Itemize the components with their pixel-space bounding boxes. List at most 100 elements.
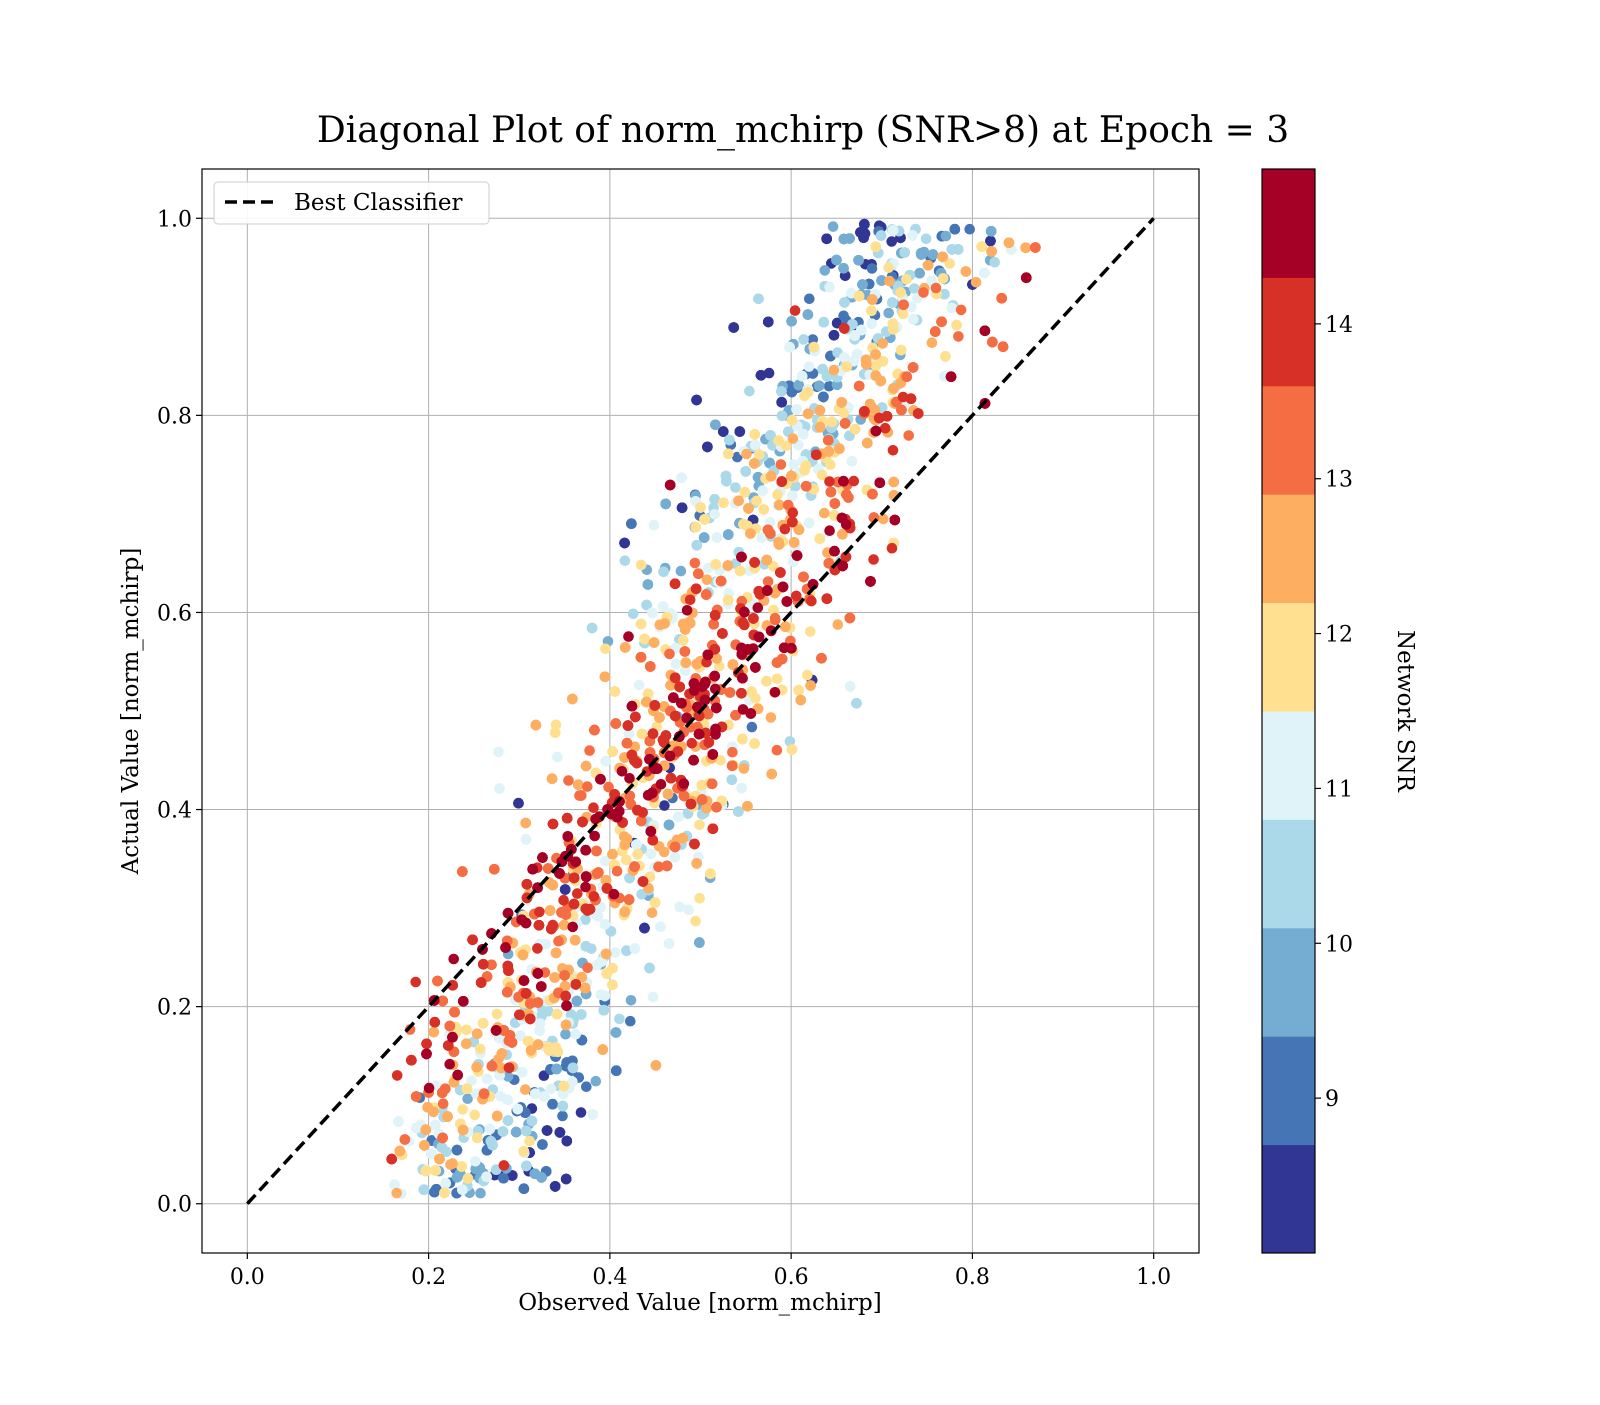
scatter-point bbox=[831, 379, 843, 391]
scatter-point bbox=[707, 749, 719, 760]
scatter-point bbox=[572, 888, 583, 899]
scatter-point bbox=[584, 745, 595, 756]
scatter-point bbox=[576, 971, 588, 983]
scatter-point bbox=[814, 421, 826, 433]
y-tick-label-3: 0.6 bbox=[157, 601, 192, 626]
scatter-point bbox=[775, 567, 786, 578]
scatter-point bbox=[449, 1006, 460, 1018]
scatter-point bbox=[870, 425, 882, 437]
scatter-point bbox=[674, 681, 685, 693]
scatter-point bbox=[527, 863, 538, 875]
scatter-point bbox=[780, 440, 792, 452]
scatter-point bbox=[761, 554, 773, 566]
chart-title: Diagonal Plot of norm_mchirp (SNR>8) at … bbox=[317, 110, 1289, 151]
scatter-point bbox=[987, 336, 998, 348]
scatter-point bbox=[831, 254, 842, 266]
scatter-point bbox=[619, 555, 631, 566]
scatter-point bbox=[897, 308, 909, 320]
scatter-point bbox=[752, 602, 764, 613]
scatter-point bbox=[799, 390, 810, 402]
x-tick-label-2: 0.4 bbox=[592, 1265, 627, 1290]
scatter-point bbox=[678, 778, 690, 789]
scatter-point bbox=[886, 542, 898, 554]
scatter-point bbox=[498, 1172, 509, 1184]
scatter-point bbox=[677, 832, 689, 844]
scatter-point bbox=[798, 428, 809, 440]
x-tick-label-3: 0.6 bbox=[774, 1265, 809, 1290]
scatter-point bbox=[437, 1132, 448, 1144]
scatter-point bbox=[492, 1110, 503, 1122]
scatter-point bbox=[558, 894, 569, 906]
scatter-point bbox=[567, 921, 578, 933]
scatter-point bbox=[575, 1107, 587, 1118]
scatter-point bbox=[844, 681, 856, 692]
scatter-point bbox=[1020, 242, 1031, 254]
scatter-point bbox=[419, 1140, 430, 1151]
scatter-point bbox=[955, 304, 967, 316]
scatter-point bbox=[664, 479, 676, 491]
scatter-point bbox=[869, 404, 880, 416]
scatter-point bbox=[421, 1048, 432, 1060]
scatter-point bbox=[582, 781, 593, 792]
scatter-point bbox=[766, 768, 777, 780]
scatter-point bbox=[771, 673, 783, 685]
scatter-point bbox=[580, 844, 591, 856]
scatter-point bbox=[717, 628, 728, 639]
scatter-point bbox=[711, 532, 723, 543]
scatter-point bbox=[544, 1045, 555, 1056]
scatter-point bbox=[691, 858, 702, 869]
scatter-point bbox=[474, 1043, 486, 1055]
scatter-point bbox=[843, 492, 854, 503]
scatter-point bbox=[895, 287, 906, 298]
scatter-point bbox=[960, 266, 972, 277]
scatter-point bbox=[562, 831, 574, 842]
scatter-point bbox=[996, 293, 1007, 304]
scatter-point bbox=[749, 738, 760, 749]
scatter-point bbox=[571, 995, 583, 1007]
scatter-point bbox=[560, 909, 572, 921]
scatter-point bbox=[856, 324, 867, 336]
scatter-point bbox=[420, 1124, 432, 1135]
scatter-point bbox=[524, 1135, 535, 1147]
scatter-point bbox=[727, 659, 739, 670]
scatter-point bbox=[765, 712, 777, 723]
scatter-point bbox=[930, 282, 942, 294]
scatter-point bbox=[672, 746, 684, 757]
scatter-point bbox=[914, 267, 925, 279]
scatter-point bbox=[661, 860, 673, 872]
scatter-point bbox=[644, 962, 655, 974]
scatter-point bbox=[600, 948, 612, 960]
scatter-point bbox=[907, 362, 919, 373]
scatter-point bbox=[895, 344, 907, 356]
scatter-point bbox=[795, 694, 807, 706]
scatter-point bbox=[853, 254, 864, 266]
scatter-point bbox=[520, 988, 532, 999]
scatter-point bbox=[703, 737, 715, 748]
scatter-point bbox=[907, 230, 918, 241]
scatter-point bbox=[547, 879, 559, 891]
scatter-point bbox=[784, 736, 796, 747]
scatter-point bbox=[467, 934, 478, 946]
scatter-point bbox=[507, 1170, 518, 1181]
scatter-point bbox=[985, 226, 997, 237]
scatter-point bbox=[728, 322, 739, 333]
scatter-point bbox=[664, 648, 675, 660]
scatter-point bbox=[764, 457, 775, 469]
scatter-point bbox=[693, 728, 705, 740]
scatter-point bbox=[788, 459, 799, 470]
scatter-point bbox=[776, 397, 787, 408]
scatter-point bbox=[549, 972, 560, 983]
scatter-point bbox=[838, 475, 849, 487]
scatter-point bbox=[668, 692, 679, 703]
scatter-point bbox=[538, 1091, 550, 1102]
scatter-point bbox=[805, 626, 816, 637]
scatter-point bbox=[391, 1070, 403, 1081]
scatter-point bbox=[805, 680, 816, 691]
scatter-point bbox=[620, 854, 632, 866]
scatter-point bbox=[669, 851, 681, 863]
scatter-point bbox=[823, 435, 834, 446]
scatter-point bbox=[554, 868, 565, 879]
scatter-point bbox=[462, 1173, 474, 1184]
scatter-point bbox=[642, 579, 654, 590]
scatter-point bbox=[550, 719, 562, 731]
